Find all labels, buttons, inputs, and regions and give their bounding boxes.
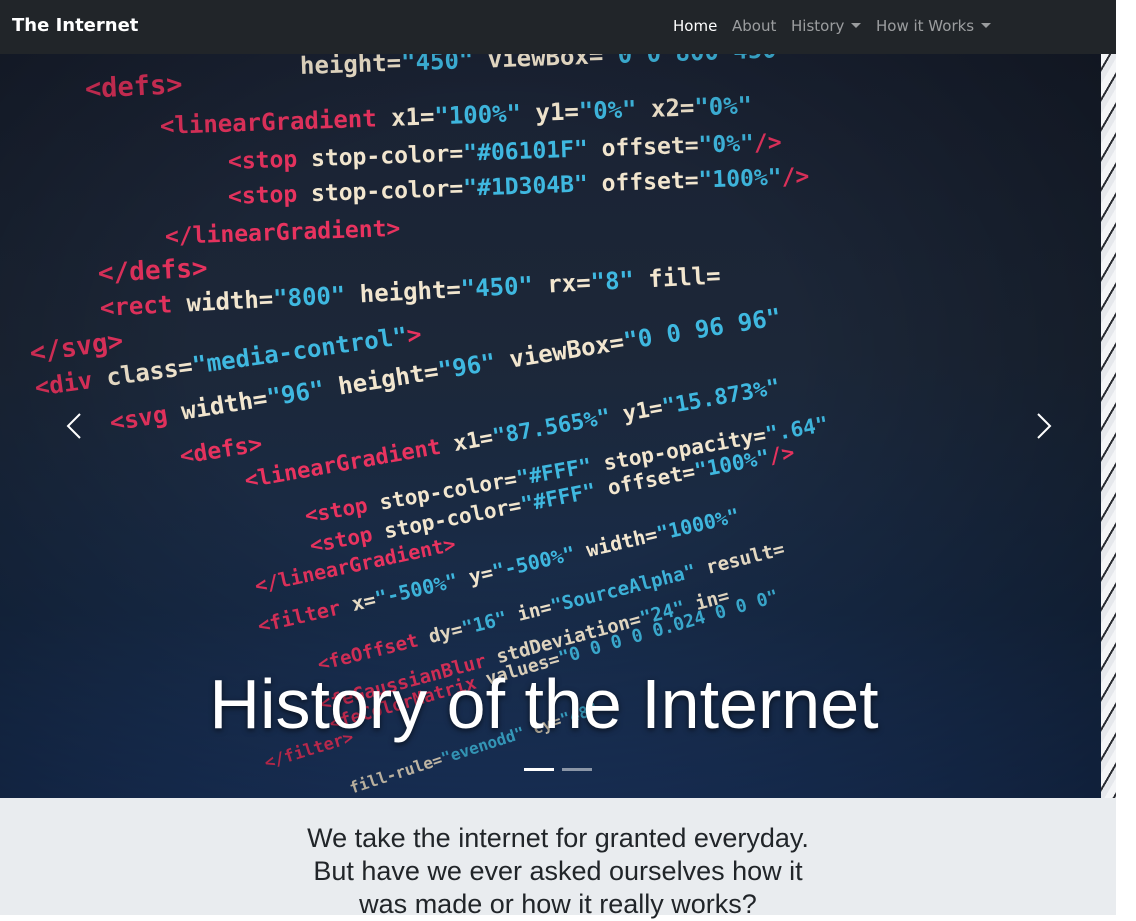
next-slide-peek — [1101, 54, 1116, 798]
carousel-caption-title: History of the Internet — [209, 665, 879, 743]
carousel-next-button[interactable] — [1028, 411, 1058, 441]
caret-down-icon — [981, 23, 992, 28]
nav-home-label: Home — [673, 17, 718, 35]
image-vignette — [0, 54, 1101, 798]
intro-section: We take the internet for granted everyda… — [0, 798, 1116, 919]
brand-logo[interactable]: The Internet — [12, 15, 139, 36]
nav-about[interactable]: About — [732, 17, 776, 35]
carousel-indicator-1[interactable] — [524, 768, 554, 771]
nav-how-it-works-label: How it Works — [876, 17, 975, 35]
carousel-indicator-2[interactable] — [562, 768, 592, 771]
nav-about-label: About — [732, 17, 777, 35]
intro-line: We take the internet for granted everyda… — [307, 823, 809, 853]
navbar: The Internet Home About History How it W… — [0, 0, 1116, 54]
caret-down-icon — [851, 23, 862, 28]
intro-text: We take the internet for granted everyda… — [0, 822, 1116, 921]
chevron-left-icon — [66, 413, 81, 439]
carousel-prev-button[interactable] — [60, 411, 90, 441]
chevron-right-icon — [1037, 413, 1052, 439]
nav-home[interactable]: Home — [673, 17, 717, 35]
nav-how-it-works-dropdown[interactable]: How it Works — [876, 17, 992, 35]
intro-line: was made or how it really works? — [359, 889, 757, 919]
nav-history-label: History — [791, 17, 845, 35]
intro-line: But have we ever asked ourselves how it — [313, 856, 803, 886]
hero-carousel: height="450" viewBox="0 0 800 450"<defs>… — [0, 54, 1101, 798]
nav-history-dropdown[interactable]: History — [791, 17, 862, 35]
